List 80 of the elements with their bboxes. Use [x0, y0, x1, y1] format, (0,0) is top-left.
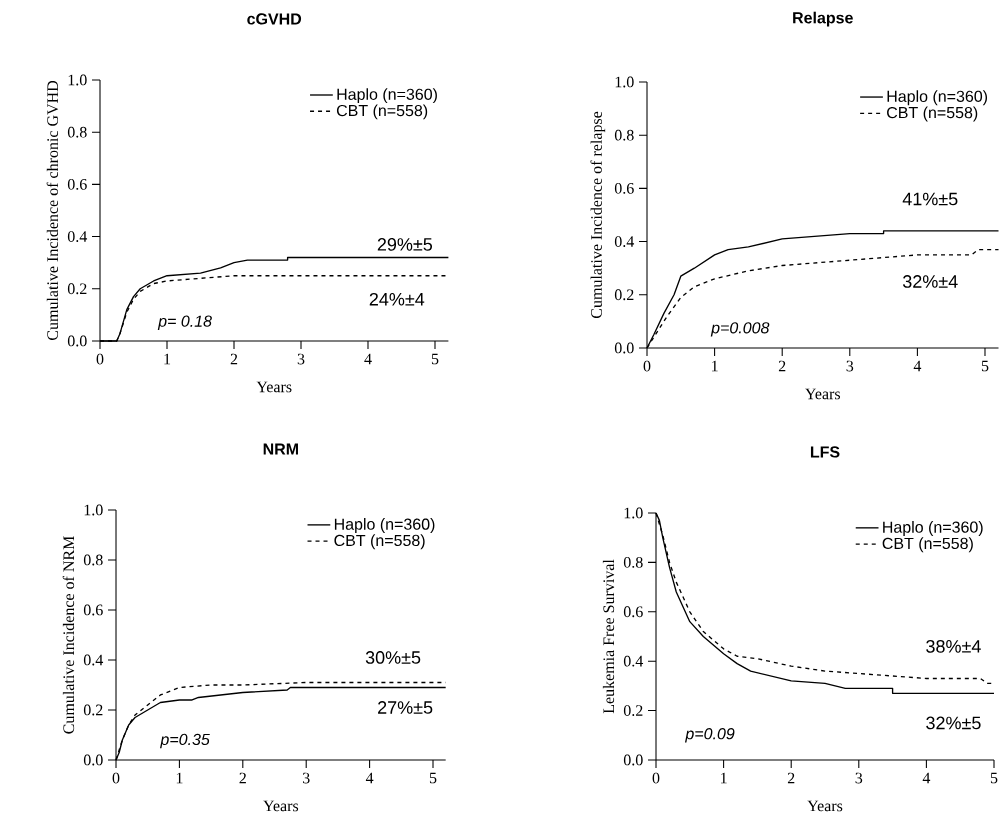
- annotation: p=0.09: [684, 728, 735, 743]
- annotation: 38%±4: [926, 640, 981, 653]
- y-tick-label: 0.8: [83, 554, 103, 566]
- annotation: 32%±4: [902, 275, 958, 288]
- x-tick-label: 1: [164, 353, 171, 365]
- legend-label: Haplo (n=360): [337, 88, 437, 104]
- x-tick-label: 5: [429, 772, 437, 784]
- y-tick-label: 0.0: [614, 342, 634, 354]
- y-tick-label: 0.2: [67, 283, 87, 295]
- annotation: 30%±5: [365, 651, 421, 664]
- y-tick-label: 0.6: [83, 604, 103, 616]
- y-axis-title: Leukemia Free Survival: [602, 559, 615, 714]
- y-tick-label: 0.8: [67, 126, 87, 138]
- x-axis-title: Years: [256, 381, 292, 393]
- x-tick-label: 4: [913, 360, 922, 372]
- chart-title: LFS: [810, 446, 840, 458]
- y-tick-label: 0.2: [83, 704, 103, 716]
- chart-title: Relapse: [793, 11, 853, 27]
- chart-title: NRM: [263, 443, 298, 455]
- x-tick-label: 3: [297, 353, 305, 365]
- y-tick-label: 0.4: [614, 236, 635, 248]
- legend-label: CBT (n=558): [334, 534, 425, 550]
- x-tick-label: 0: [112, 772, 120, 784]
- y-tick-label: 0.0: [623, 754, 643, 766]
- x-tick-label: 2: [778, 360, 786, 372]
- x-tick-label: 0: [652, 772, 660, 784]
- x-tick-label: 3: [846, 360, 854, 372]
- annotation: p=0.35: [160, 733, 210, 749]
- x-tick-label: 5: [981, 360, 989, 372]
- y-tick-label: 0.6: [623, 606, 643, 618]
- x-tick-label: 2: [787, 772, 795, 784]
- annotation: 27%±5: [378, 701, 433, 714]
- annotation: p=0.008: [710, 322, 770, 337]
- y-tick-label: 1.0: [68, 74, 87, 86]
- annotation: 41%±5: [902, 192, 958, 206]
- y-tick-label: 0.2: [614, 289, 634, 301]
- x-axis-title: Years: [805, 388, 841, 400]
- legend-label: Haplo (n=360): [334, 518, 435, 533]
- x-axis-title: Years: [807, 800, 843, 812]
- y-axis-title: Cumulative Incidence of relapse: [590, 111, 606, 319]
- y-tick-label: 0.0: [83, 754, 103, 766]
- x-tick-label: 0: [643, 360, 651, 372]
- annotation: 32%±5: [926, 716, 981, 730]
- x-tick-label: 2: [239, 772, 246, 784]
- x-axis-title: Years: [263, 800, 299, 812]
- y-tick-label: 1.0: [624, 507, 643, 519]
- x-tick-label: 5: [990, 772, 998, 784]
- annotation: 24%±4: [369, 292, 425, 306]
- x-tick-label: 1: [712, 360, 718, 372]
- x-tick-label: 1: [721, 772, 727, 784]
- x-tick-label: 4: [364, 353, 372, 365]
- y-tick-label: 0.0: [67, 335, 87, 347]
- x-tick-label: 4: [365, 772, 374, 784]
- x-tick-label: 1: [176, 772, 183, 784]
- x-tick-label: 3: [855, 772, 863, 784]
- legend-label: CBT (n=558): [887, 106, 978, 122]
- y-tick-label: 0.4: [83, 654, 104, 666]
- x-tick-label: 4: [922, 772, 931, 784]
- y-tick-label: 0.8: [614, 129, 634, 141]
- y-tick-label: 0.6: [67, 178, 87, 190]
- chart-title: cGVHD: [247, 13, 302, 25]
- annotation: 29%±5: [377, 238, 433, 251]
- x-tick-label: 0: [96, 353, 104, 365]
- y-tick-label: 0.6: [614, 182, 634, 194]
- annotation: p= 0.18: [157, 315, 212, 330]
- y-tick-label: 0.4: [623, 655, 644, 667]
- y-axis-title: Cumulative Incidence of chronic GVHD: [46, 80, 59, 341]
- legend-label: Haplo (n=360): [887, 90, 988, 106]
- x-tick-label: 3: [302, 772, 310, 784]
- y-tick-label: 1.0: [615, 76, 634, 88]
- y-axis-title: Cumulative Incidence of NRM: [62, 536, 75, 734]
- x-tick-label: 2: [230, 353, 238, 365]
- y-tick-label: 0.8: [623, 556, 643, 568]
- y-tick-label: 0.2: [623, 705, 643, 717]
- y-tick-label: 1.0: [84, 504, 103, 516]
- x-tick-label: 5: [431, 353, 439, 365]
- legend-label: Haplo (n=360): [883, 521, 983, 536]
- legend-label: CBT (n=558): [336, 104, 428, 120]
- y-tick-label: 0.4: [67, 231, 88, 243]
- legend-label: CBT (n=558): [882, 537, 973, 553]
